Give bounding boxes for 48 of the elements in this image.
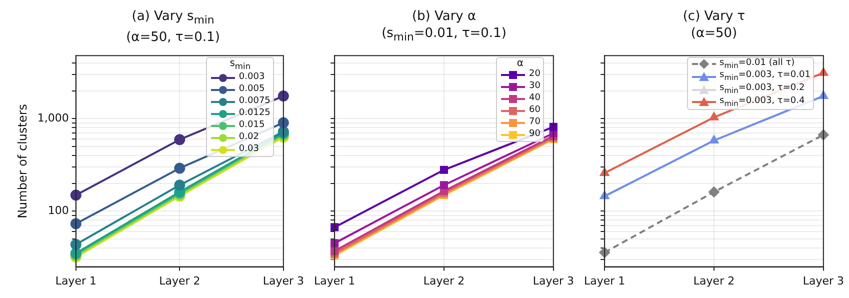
- legend-label: 0.005: [238, 84, 265, 96]
- x-tick-label: Layer 1: [314, 274, 356, 288]
- x-tick-label: Layer 1: [55, 274, 96, 288]
- point: [708, 186, 720, 198]
- legend-label: 0.015: [238, 120, 265, 132]
- chart-subtitle: (α=50, τ=0.1): [125, 28, 221, 46]
- legend-title: α: [516, 58, 524, 69]
- x-tick-label: Layer 3: [532, 274, 574, 288]
- legend-label: 70: [528, 117, 540, 128]
- point: [174, 162, 186, 174]
- legend-label: 20: [528, 69, 540, 80]
- x-tick-label: Layer 1: [584, 274, 626, 288]
- chart-title: (b) Vary α: [410, 8, 478, 25]
- legend-label: 60: [528, 105, 540, 116]
- legend-label: 40: [528, 93, 540, 104]
- legend-label: 0.0125: [238, 108, 270, 120]
- x-tick-label: Layer 3: [802, 274, 844, 288]
- legend-label: 0.02: [238, 132, 259, 144]
- x-tick-label: Layer 2: [423, 274, 465, 288]
- point: [440, 166, 448, 174]
- legend-label: 0.003: [238, 72, 265, 84]
- chart-subtitle: (α=50): [690, 25, 738, 42]
- x-tick-label: Layer 2: [159, 274, 200, 288]
- legend-label: 0.0075: [238, 96, 270, 108]
- legend-label: s$_{min}$=0.01 (all τ): [720, 58, 795, 70]
- point: [709, 112, 719, 120]
- legend-label: 0.03: [238, 144, 259, 156]
- point: [599, 246, 610, 258]
- point: [278, 90, 289, 102]
- point: [174, 180, 186, 191]
- chart-title: (a) Vary s$_{min}$: [130, 8, 216, 29]
- chart-subtitle: (s$_{min}$=0.01, τ=0.1): [380, 25, 508, 46]
- legend-label: s$_{min}$=0.003, τ=0.2: [720, 83, 805, 96]
- legend-label: s$_{min}$=0.003, τ=0.01: [720, 70, 810, 83]
- x-tick-label: Layer 3: [262, 274, 304, 288]
- y-tick-label: 100: [48, 204, 69, 217]
- legend-title: s$_{min}$: [228, 58, 252, 72]
- legend-label: s$_{min}$=0.003, τ=0.4: [720, 96, 805, 109]
- x-tick-label: Layer 2: [693, 274, 735, 288]
- chart-title: (c) Vary τ: [682, 8, 746, 25]
- point: [174, 134, 186, 146]
- legend-label: 30: [528, 81, 540, 92]
- point: [70, 218, 82, 230]
- point: [440, 181, 448, 190]
- y-tick-label: 1,000: [37, 111, 69, 124]
- legend-label: 90: [528, 129, 540, 140]
- point: [70, 239, 82, 250]
- y-axis-title: Number of clusters: [15, 104, 30, 218]
